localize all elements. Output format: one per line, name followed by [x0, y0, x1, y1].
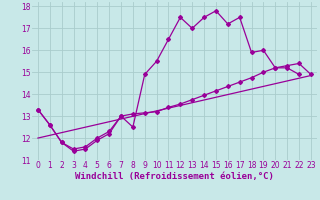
X-axis label: Windchill (Refroidissement éolien,°C): Windchill (Refroidissement éolien,°C) [75, 172, 274, 181]
